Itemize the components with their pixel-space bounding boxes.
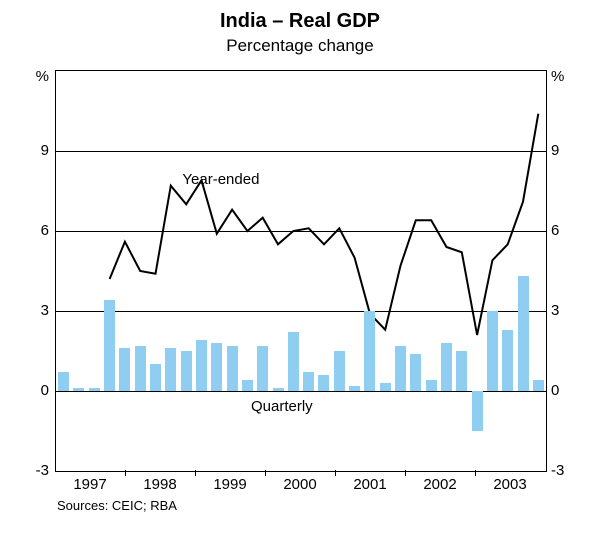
bar: [257, 346, 268, 391]
y-axis-unit-left: %: [36, 68, 49, 85]
bar: [227, 346, 238, 391]
x-tick-label: 2001: [353, 476, 386, 493]
bar: [89, 388, 100, 391]
y-tick-label-left: 9: [41, 142, 49, 159]
bar: [150, 364, 161, 391]
y-tick-label-left: 3: [41, 302, 49, 319]
y-tick-label-right: 3: [551, 302, 559, 319]
chart-container: India – Real GDP Percentage change % % S…: [0, 0, 600, 537]
bar: [380, 383, 391, 391]
chart-title: India – Real GDP: [0, 10, 600, 33]
bar: [487, 311, 498, 391]
y-tick-label-right: 9: [551, 142, 559, 159]
bar: [104, 300, 115, 391]
bar: [135, 346, 146, 391]
x-tick-label: 2003: [493, 476, 526, 493]
bar: [196, 340, 207, 391]
y-tick-label-left: 0: [41, 382, 49, 399]
bar: [334, 351, 345, 391]
x-tick-label: 1997: [73, 476, 106, 493]
x-tick: [405, 470, 406, 476]
annotation-quarterly: Quarterly: [251, 398, 313, 415]
x-tick: [125, 470, 126, 476]
y-tick-label-right: -3: [551, 462, 564, 479]
x-tick: [265, 470, 266, 476]
bar: [165, 348, 176, 391]
gridline: [56, 151, 546, 152]
gridline: [56, 311, 546, 312]
chart-subtitle: Percentage change: [0, 36, 600, 56]
annotation-year-ended: Year-ended: [182, 171, 259, 188]
bar: [73, 388, 84, 391]
bar: [410, 354, 421, 391]
x-tick-label: 1998: [143, 476, 176, 493]
x-tick-label: 2000: [283, 476, 316, 493]
bar: [273, 388, 284, 391]
y-axis-unit-right: %: [551, 68, 564, 85]
x-tick: [475, 470, 476, 476]
year-ended-line: [110, 114, 539, 335]
bar: [533, 380, 544, 391]
bar: [456, 351, 467, 391]
bar: [502, 330, 513, 391]
bar: [518, 276, 529, 391]
bar: [119, 348, 130, 391]
bar: [441, 343, 452, 391]
bar: [472, 391, 483, 431]
bar: [58, 372, 69, 391]
bar: [303, 372, 314, 391]
bar: [349, 386, 360, 391]
y-tick-label-left: -3: [36, 462, 49, 479]
x-tick-label: 2002: [423, 476, 456, 493]
gridline: [56, 231, 546, 232]
bar: [242, 380, 253, 391]
bar: [181, 351, 192, 391]
x-tick: [335, 470, 336, 476]
y-tick-label-left: 6: [41, 222, 49, 239]
y-tick-label-right: 0: [551, 382, 559, 399]
bar: [318, 375, 329, 391]
sources-text: Sources: CEIC; RBA: [57, 498, 177, 513]
bar: [395, 346, 406, 391]
bar: [288, 332, 299, 391]
bar: [211, 343, 222, 391]
x-tick: [195, 470, 196, 476]
bar: [426, 380, 437, 391]
y-tick-label-right: 6: [551, 222, 559, 239]
bar: [364, 311, 375, 391]
x-tick-label: 1999: [213, 476, 246, 493]
